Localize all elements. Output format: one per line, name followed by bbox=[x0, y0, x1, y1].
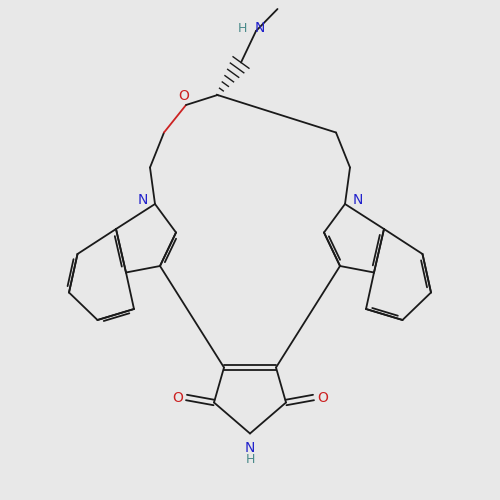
Text: N: N bbox=[352, 193, 362, 207]
Text: N: N bbox=[138, 193, 147, 207]
Text: O: O bbox=[317, 390, 328, 404]
Text: H: H bbox=[246, 453, 254, 466]
Text: N: N bbox=[255, 22, 265, 36]
Text: H: H bbox=[238, 22, 246, 35]
Text: N: N bbox=[245, 440, 255, 454]
Text: O: O bbox=[178, 89, 189, 103]
Text: O: O bbox=[172, 390, 183, 404]
